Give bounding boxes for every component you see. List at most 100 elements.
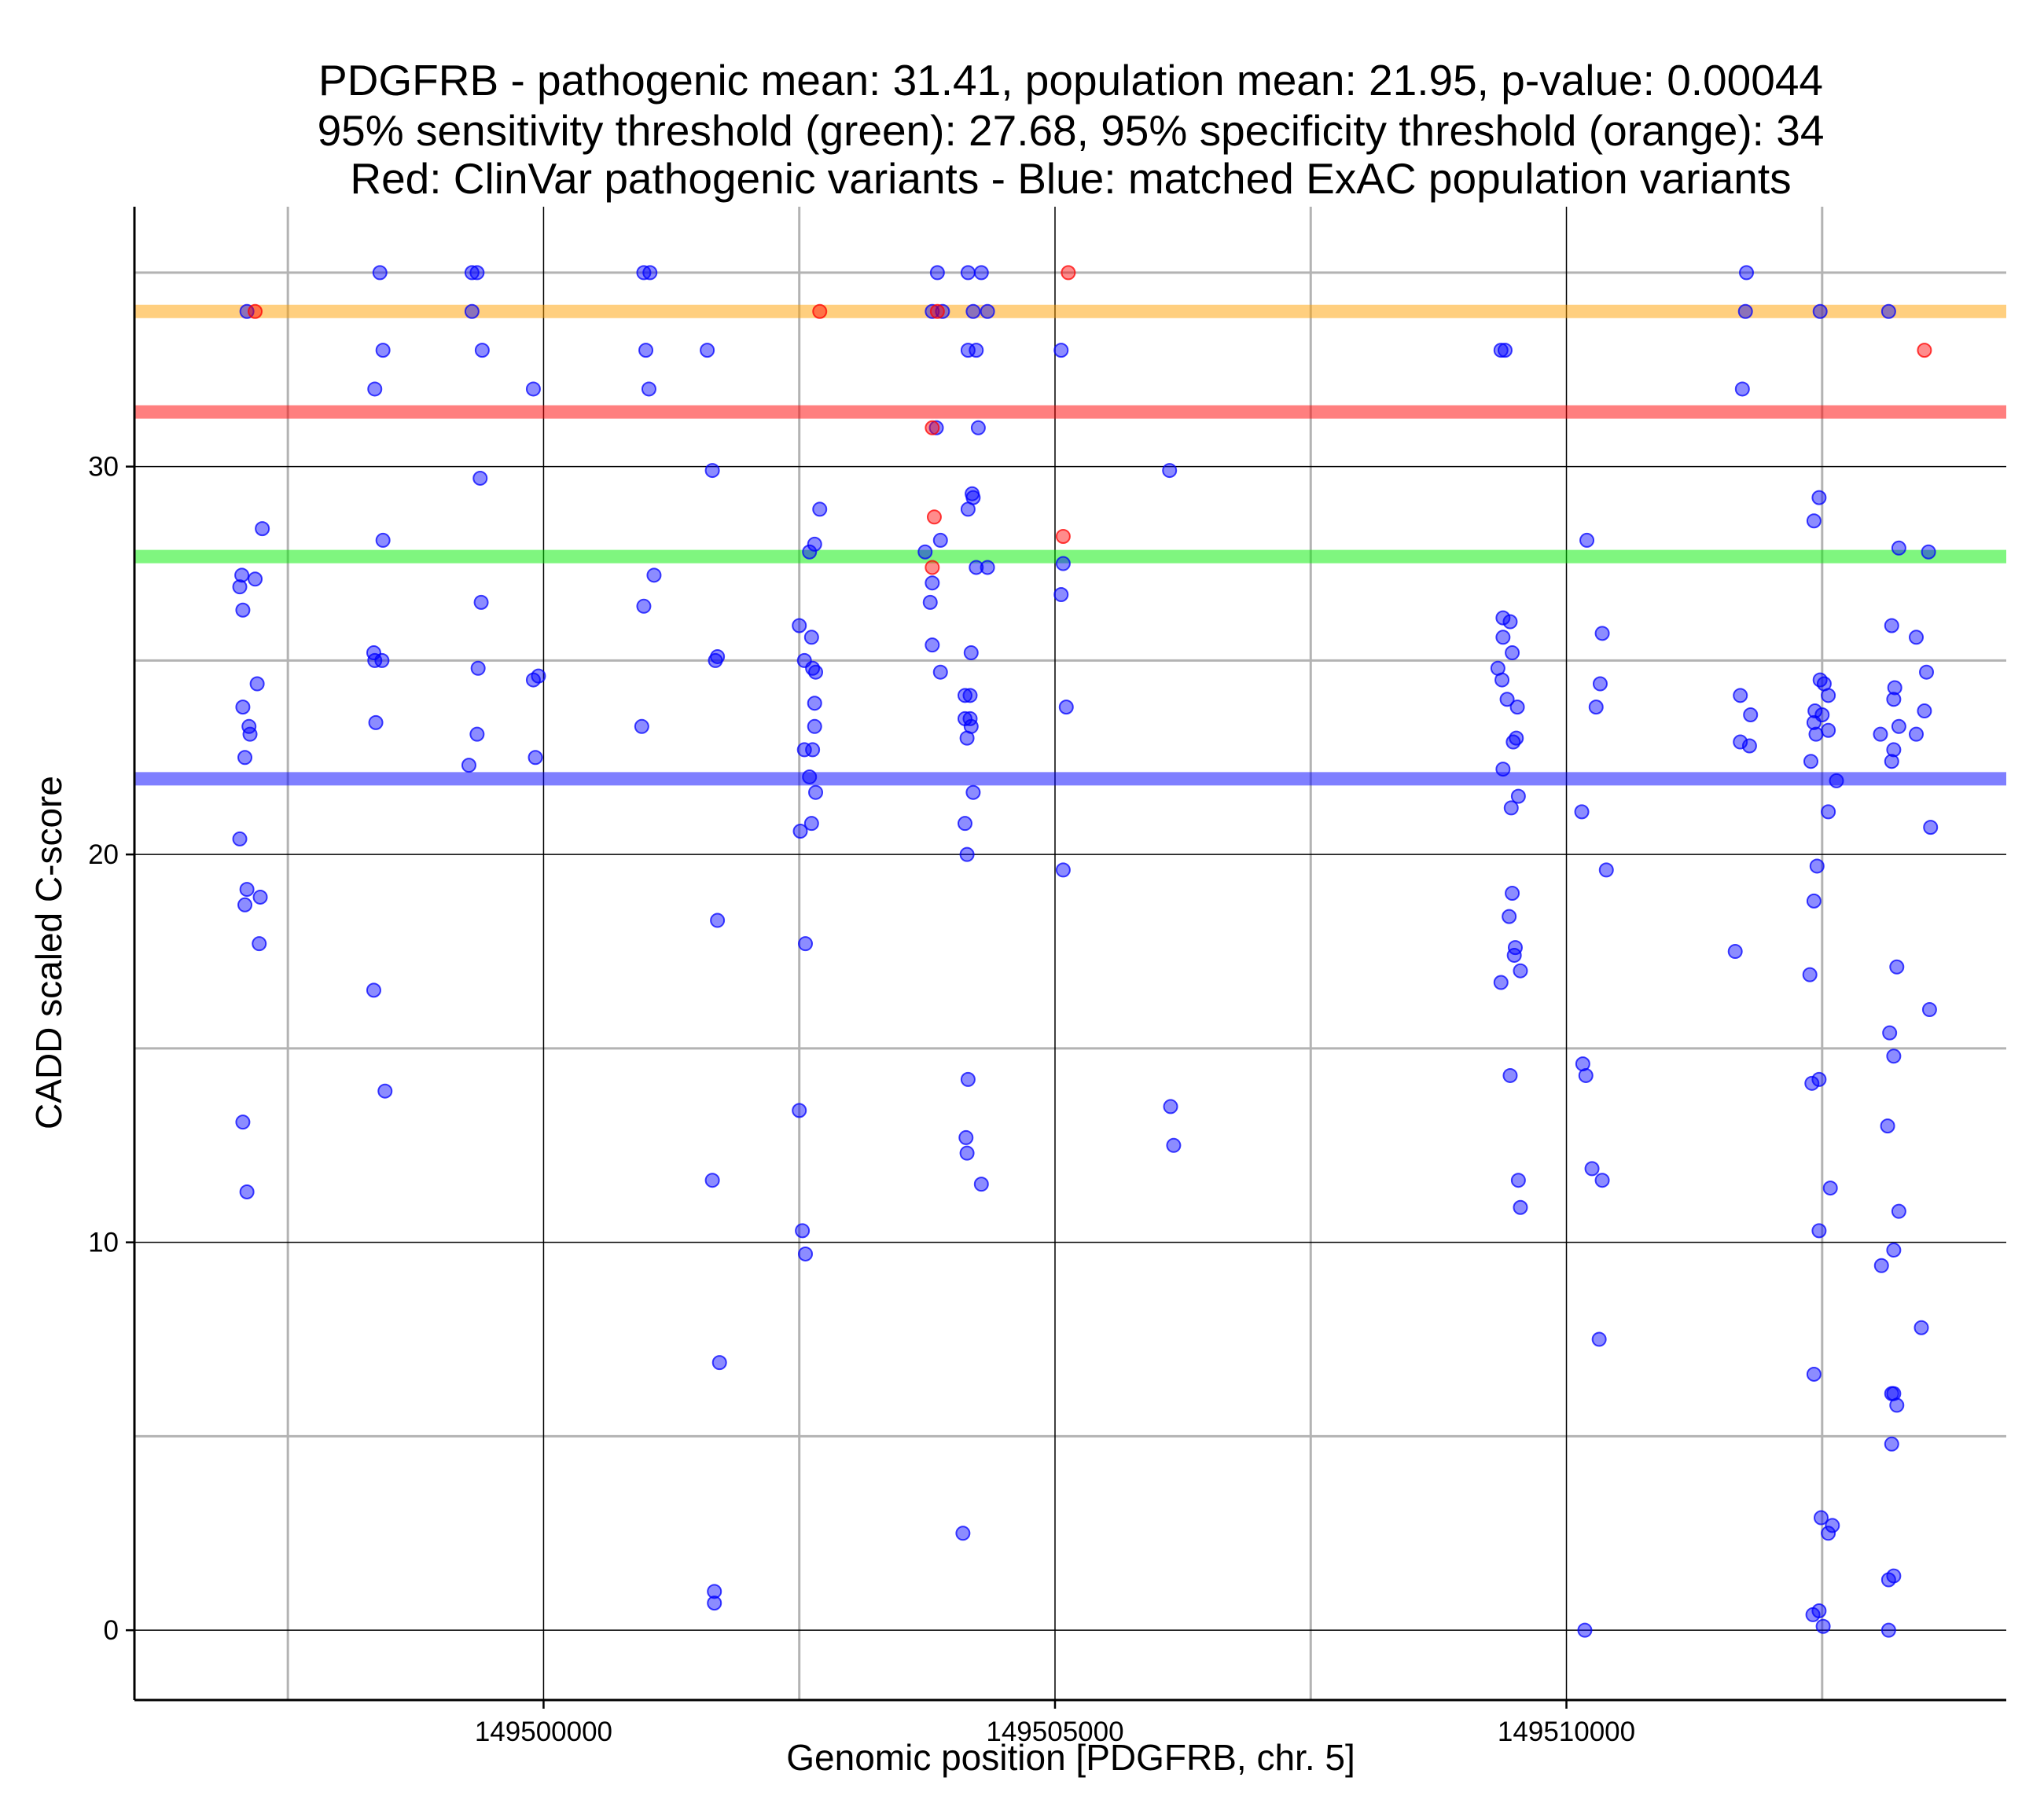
population-point (525, 381, 541, 397)
population-point (1733, 688, 1748, 703)
population-point (1889, 959, 1905, 975)
population-point (234, 567, 250, 583)
population-point (960, 501, 976, 517)
population-point (636, 598, 652, 614)
population-point (963, 645, 979, 661)
population-point (960, 1071, 976, 1087)
population-point (808, 664, 824, 680)
y-axis-title: CADD scaled C-score (28, 776, 69, 1129)
population-point (461, 758, 476, 773)
pathogenic-point (925, 420, 940, 435)
population-point (1886, 1386, 1902, 1401)
population-point (634, 718, 649, 734)
y-tick-label: 10 (88, 1228, 119, 1258)
population-point (1727, 944, 1743, 960)
population-point (1880, 1572, 1896, 1588)
population-point (1815, 1618, 1831, 1634)
population-point (812, 501, 828, 517)
population-point (1591, 1331, 1607, 1347)
population-point (1923, 820, 1939, 835)
population-point (960, 265, 976, 281)
chart-title-line-3: Red: ClinVar pathogenic variants - Blue:… (350, 154, 1791, 203)
population-point (1053, 587, 1069, 603)
population-point (255, 521, 270, 537)
population-point (642, 265, 658, 281)
population-point (1575, 1056, 1590, 1072)
population-point (965, 784, 981, 800)
population-point (248, 571, 263, 587)
population-point (239, 303, 255, 319)
population-point (1809, 858, 1825, 874)
population-point (1579, 532, 1595, 548)
population-point (1584, 1161, 1600, 1177)
population-point (960, 343, 976, 358)
population-point (1909, 630, 1925, 645)
population-point (1502, 614, 1518, 630)
pathogenic-point (925, 560, 940, 575)
population-point (377, 1083, 393, 1099)
population-point (1495, 610, 1511, 626)
population-point (802, 544, 818, 560)
population-point (1502, 1067, 1518, 1083)
population-point (929, 265, 945, 281)
x-axis-title: Genomic position [PDGFRB, chr. 5] (786, 1737, 1355, 1778)
population-point (970, 420, 986, 435)
y-ticks: 0 10 20 30 (88, 452, 134, 1646)
population-point (917, 544, 933, 560)
population-point (1494, 672, 1510, 688)
population-point (928, 420, 944, 435)
population-point (1510, 1173, 1526, 1188)
population-point (1825, 1518, 1840, 1533)
population-point (1493, 975, 1509, 990)
axes (133, 207, 2006, 1702)
minor-grid (134, 207, 2006, 1700)
population-point (1055, 862, 1071, 878)
population-point (969, 560, 984, 575)
population-point (980, 560, 995, 575)
population-point (1509, 700, 1525, 715)
population-point (798, 936, 814, 952)
population-point (1803, 754, 1818, 769)
population-point (1821, 722, 1836, 738)
population-point (641, 381, 656, 397)
population-point (807, 696, 822, 711)
population-point (235, 602, 251, 618)
population-point (472, 470, 488, 486)
population-point (700, 343, 715, 358)
population-point (1808, 726, 1824, 742)
population-point (1502, 909, 1517, 924)
population-point (1497, 343, 1513, 358)
population-point (1493, 343, 1509, 358)
population-point (807, 536, 822, 552)
population-point (707, 1584, 722, 1599)
population-point (980, 303, 995, 319)
population-point (1884, 1436, 1899, 1452)
population-point (962, 688, 978, 703)
population-point (1513, 963, 1528, 979)
population-point (1574, 804, 1590, 820)
population-point (1734, 381, 1750, 397)
population-point (1804, 1075, 1820, 1091)
population-point (807, 718, 822, 734)
population-point (368, 714, 384, 730)
population-point (375, 532, 391, 548)
population-point (1495, 762, 1511, 777)
population-point (1162, 463, 1178, 479)
population-point (798, 1246, 814, 1261)
population-point (803, 630, 819, 645)
population-point (237, 897, 253, 913)
population-point (1053, 343, 1069, 358)
y-tick-label: 20 (88, 839, 119, 870)
population-point (1505, 645, 1520, 661)
population-point (1166, 1137, 1182, 1153)
population-point (1806, 1366, 1822, 1382)
population-point (1733, 734, 1748, 750)
population-point (1886, 692, 1902, 707)
population-point (795, 1223, 811, 1239)
population-point (474, 343, 490, 358)
population-point (1578, 1067, 1594, 1083)
population-point (932, 532, 948, 548)
population-point (1058, 700, 1074, 715)
population-point (1806, 893, 1822, 909)
